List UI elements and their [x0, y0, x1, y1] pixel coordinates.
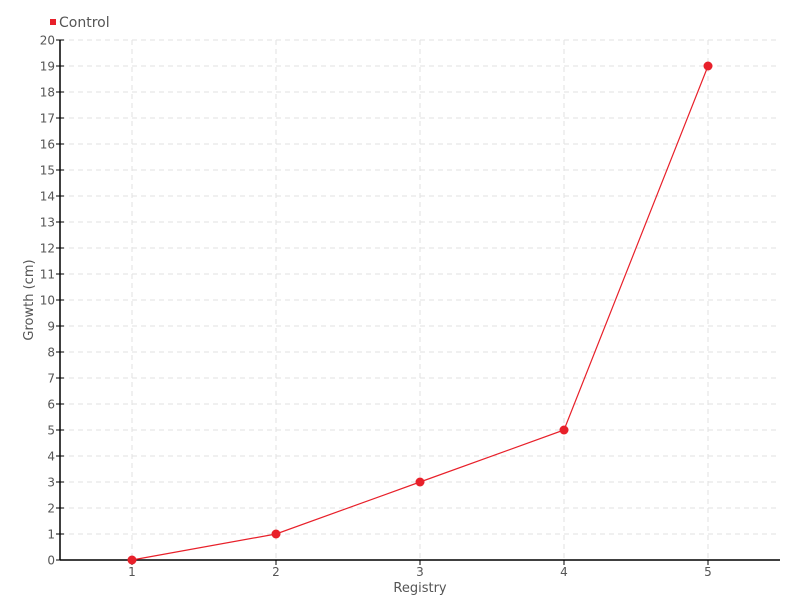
y-tick-label: 1: [47, 528, 55, 542]
y-tick-label: 7: [47, 372, 55, 386]
y-tick-label: 4: [47, 450, 55, 464]
y-axis-label: Growth (cm): [22, 259, 37, 340]
grid: [60, 39, 780, 560]
series: [127, 61, 713, 565]
y-tick-label: 3: [47, 476, 55, 490]
data-point: [415, 477, 425, 487]
y-tick-label: 18: [40, 86, 55, 100]
y-tick-label: 11: [40, 268, 55, 282]
legend-swatch: [50, 19, 56, 25]
y-tick-label: 6: [47, 398, 55, 412]
y-tick-label: 2: [47, 502, 55, 516]
y-tick-label: 13: [40, 216, 55, 230]
y-tick-label: 10: [40, 294, 55, 308]
y-tick-label: 16: [40, 138, 55, 152]
y-tick-label: 17: [40, 112, 55, 126]
y-tick-label: 5: [47, 424, 55, 438]
y-tick-label: 14: [40, 190, 55, 204]
data-point: [271, 529, 281, 539]
data-point: [559, 425, 569, 435]
y-tick-label: 0: [47, 554, 55, 568]
x-tick-label: 1: [128, 565, 136, 579]
y-tick-label: 15: [40, 164, 55, 178]
y-tick-label: 12: [40, 242, 55, 256]
y-tick-label: 8: [47, 346, 55, 360]
x-tick-label: 3: [416, 565, 424, 579]
data-point: [703, 61, 713, 71]
x-tick-label: 5: [704, 565, 712, 579]
y-tick-label: 9: [47, 320, 55, 334]
y-tick-label: 19: [40, 60, 55, 74]
x-axis-label: Registry: [393, 581, 447, 596]
legend-label: Control: [59, 15, 110, 31]
legend: Control: [50, 15, 110, 31]
y-tick-label: 20: [40, 34, 55, 48]
x-tick-label: 2: [272, 565, 280, 579]
x-tick-label: 4: [560, 565, 568, 579]
data-point: [127, 555, 137, 565]
